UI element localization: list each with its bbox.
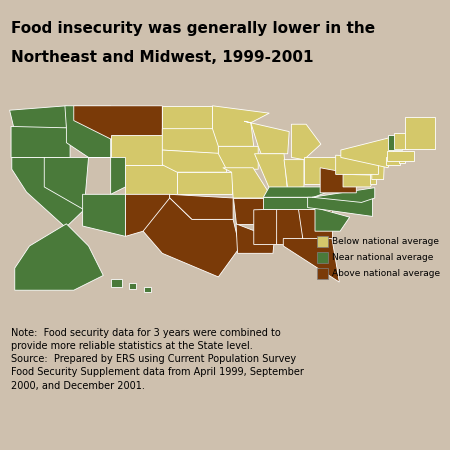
Polygon shape xyxy=(126,194,170,236)
Polygon shape xyxy=(129,283,136,289)
Polygon shape xyxy=(255,154,288,195)
Polygon shape xyxy=(308,197,373,216)
Polygon shape xyxy=(144,287,151,292)
Polygon shape xyxy=(284,238,339,282)
Polygon shape xyxy=(388,135,402,150)
Polygon shape xyxy=(341,135,399,168)
Polygon shape xyxy=(170,194,233,220)
Polygon shape xyxy=(292,124,321,160)
Polygon shape xyxy=(177,172,232,194)
Text: Northeast and Midwest, 1999-2001: Northeast and Midwest, 1999-2001 xyxy=(11,50,314,66)
Polygon shape xyxy=(126,165,177,194)
Polygon shape xyxy=(336,155,378,175)
Polygon shape xyxy=(405,117,435,149)
Polygon shape xyxy=(315,207,350,231)
Polygon shape xyxy=(111,135,162,165)
Polygon shape xyxy=(394,133,408,149)
Polygon shape xyxy=(162,129,218,154)
Polygon shape xyxy=(223,168,272,198)
Polygon shape xyxy=(111,279,122,287)
Polygon shape xyxy=(254,209,280,244)
Polygon shape xyxy=(387,151,414,161)
Polygon shape xyxy=(12,158,84,228)
Bar xyxy=(317,268,328,279)
Polygon shape xyxy=(218,146,258,169)
Polygon shape xyxy=(143,198,240,277)
Text: Below national average: Below national average xyxy=(332,237,439,246)
Polygon shape xyxy=(320,168,356,193)
Polygon shape xyxy=(83,194,126,236)
Polygon shape xyxy=(11,126,70,158)
Text: Near national average: Near national average xyxy=(332,253,433,262)
Polygon shape xyxy=(9,106,67,131)
Polygon shape xyxy=(212,106,269,146)
Polygon shape xyxy=(298,209,332,243)
Polygon shape xyxy=(304,158,336,184)
Polygon shape xyxy=(65,106,111,158)
Text: Above national average: Above national average xyxy=(332,269,440,278)
Polygon shape xyxy=(89,158,126,194)
Polygon shape xyxy=(244,122,289,154)
Polygon shape xyxy=(233,198,269,224)
Polygon shape xyxy=(277,209,302,245)
Polygon shape xyxy=(74,106,162,139)
Polygon shape xyxy=(343,175,376,187)
Polygon shape xyxy=(236,224,274,253)
Bar xyxy=(317,236,328,247)
Polygon shape xyxy=(312,188,375,203)
Polygon shape xyxy=(162,106,212,129)
Polygon shape xyxy=(284,160,304,189)
Polygon shape xyxy=(15,224,104,290)
Bar xyxy=(317,252,328,263)
Polygon shape xyxy=(386,158,400,165)
Polygon shape xyxy=(44,158,89,210)
Text: Note:  Food security data for 3 years were combined to
provide more reliable sta: Note: Food security data for 3 years wer… xyxy=(11,328,304,391)
Polygon shape xyxy=(370,174,376,184)
Polygon shape xyxy=(372,162,384,180)
Polygon shape xyxy=(399,158,405,162)
Polygon shape xyxy=(263,197,327,209)
Polygon shape xyxy=(263,187,325,197)
Text: Food insecurity was generally lower in the: Food insecurity was generally lower in t… xyxy=(11,21,375,36)
Polygon shape xyxy=(162,150,226,172)
